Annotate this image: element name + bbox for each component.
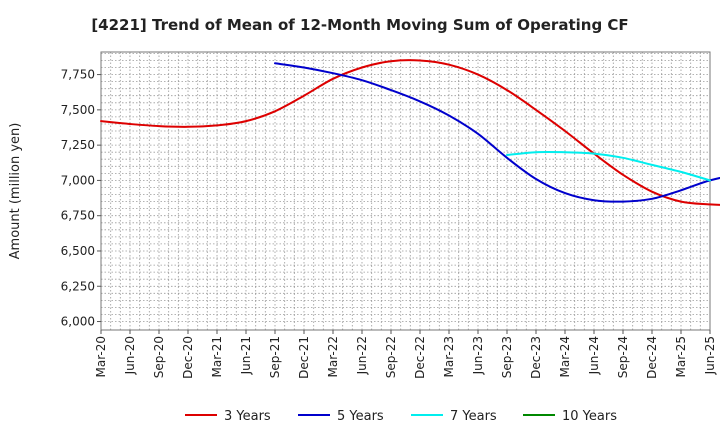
legend-item-7-years: 7 Years <box>411 409 497 424</box>
chart-title: [4221] Trend of Mean of 12-Month Moving … <box>91 16 628 34</box>
plot-area <box>100 51 711 331</box>
y-tick-label: 7,500 <box>61 103 95 117</box>
x-tick-label: Mar-22 <box>326 336 340 377</box>
y-tick-label: 6,500 <box>61 244 95 258</box>
series-line-7-years <box>506 150 711 182</box>
y-tick-label: 6,250 <box>61 279 95 293</box>
legend-item-10-years: 10 Years <box>523 409 617 424</box>
x-tick-label: Sep-22 <box>384 336 398 378</box>
y-tick-label: 6,000 <box>61 315 95 329</box>
x-tick-label: Sep-23 <box>500 336 514 378</box>
x-tick-label: Mar-23 <box>442 336 456 377</box>
x-tick-label: Jun-22 <box>355 336 369 375</box>
x-tick-label: Sep-24 <box>616 336 630 378</box>
x-tick-label: Sep-21 <box>268 336 282 378</box>
y-tick-label: 7,750 <box>61 68 95 82</box>
x-tick-label: Dec-21 <box>297 336 311 379</box>
grid <box>101 52 710 330</box>
legend-label: 3 Years <box>224 409 271 424</box>
y-axis: 6,000 6,250 6,500 6,750 7,000 7,250 7,500 7,750 <box>61 68 101 329</box>
legend: 3 Years 5 Years 7 Years 10 Years <box>185 409 617 424</box>
x-tick-label: Mar-21 <box>210 336 224 377</box>
x-tick-label: Jun-21 <box>239 336 253 375</box>
x-tick-label: Dec-22 <box>413 336 427 379</box>
y-tick-label: 7,250 <box>61 138 95 152</box>
series-line-5-years <box>274 62 720 203</box>
x-tick-label: Jun-20 <box>123 336 137 375</box>
legend-label: 5 Years <box>337 409 384 424</box>
x-tick-label: Dec-23 <box>529 336 543 379</box>
legend-item-5-years: 5 Years <box>298 409 384 424</box>
x-tick-label: Jun-25 <box>703 336 717 375</box>
x-tick-label: Mar-24 <box>558 336 572 377</box>
series-line-3-years <box>100 59 720 206</box>
x-tick-label: Jun-23 <box>471 336 485 375</box>
x-tick-label: Sep-20 <box>152 336 166 378</box>
y-tick-label: 6,750 <box>61 209 95 223</box>
x-tick-label: Mar-25 <box>674 336 688 377</box>
legend-item-3-years: 3 Years <box>185 409 271 424</box>
x-tick-label: Jun-24 <box>587 336 601 375</box>
series-layer <box>100 59 720 206</box>
legend-label: 7 Years <box>450 409 497 424</box>
x-tick-label: Dec-24 <box>645 336 659 379</box>
legend-label: 10 Years <box>562 409 617 424</box>
y-axis-label: Amount (million yen) <box>8 123 23 260</box>
y-tick-label: 7,000 <box>61 173 95 187</box>
x-tick-label: Dec-20 <box>181 336 195 379</box>
x-axis: Mar-20 Jun-20 Sep-20 Dec-20 Mar-21 Jun-21 Sep-… <box>94 330 717 379</box>
x-tick-label: Mar-20 <box>94 336 108 377</box>
